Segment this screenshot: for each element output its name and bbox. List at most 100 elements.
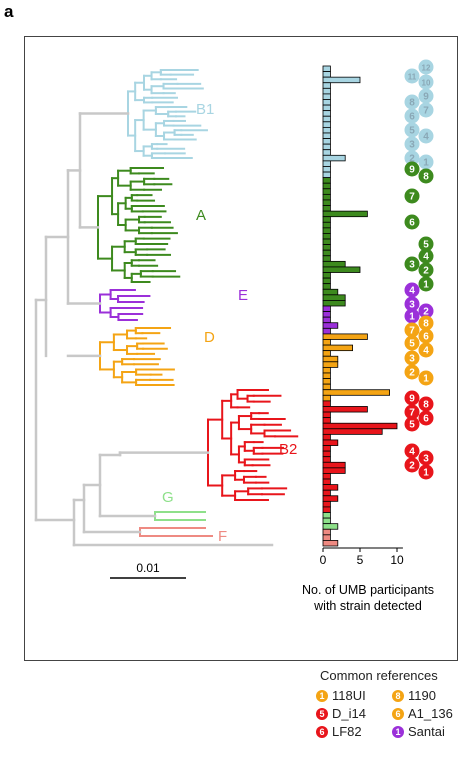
reference-marker-number: 8 <box>423 319 429 330</box>
reference-marker-number: 1 <box>423 374 429 385</box>
reference-marker <box>404 136 420 152</box>
bar-b2 <box>322 439 339 446</box>
reference-marker-number: 2 <box>409 461 415 472</box>
bar-a <box>322 272 331 279</box>
reference-marker <box>418 328 434 344</box>
bar-b1 <box>322 65 331 72</box>
reference-marker-number: 1 <box>423 468 429 479</box>
bar-b1 <box>322 132 331 139</box>
reference-marker <box>404 108 420 124</box>
reference-marker <box>418 128 434 144</box>
bar-a <box>322 277 331 285</box>
reference-marker <box>404 350 420 366</box>
reference-marker <box>418 168 434 184</box>
reference-marker <box>418 102 434 118</box>
bar-b1 <box>322 99 331 106</box>
legend-item: 8 1190 <box>392 688 436 703</box>
reference-marker-number: 2 <box>409 368 415 379</box>
reference-marker-number: 11 <box>408 73 417 82</box>
scale-bar: 0.01 <box>110 561 186 579</box>
reference-marker <box>418 315 434 331</box>
bar-b1 <box>322 110 331 117</box>
bar-e <box>322 311 331 318</box>
bar-b1 <box>322 82 331 89</box>
bar-e <box>322 305 331 312</box>
reference-marker <box>418 303 434 319</box>
bar-b2 <box>322 467 346 474</box>
reference-marker <box>418 276 434 292</box>
legend-marker: 6 <box>316 725 328 738</box>
bar-b1 <box>322 138 331 145</box>
legend-marker: 5 <box>316 707 328 720</box>
bar-d <box>322 339 331 346</box>
clade-label-f: F <box>218 528 227 545</box>
reference-marker-number: 3 <box>409 260 415 271</box>
bar-b1 <box>322 71 331 78</box>
reference-marker <box>404 335 420 351</box>
bar-d <box>322 378 331 385</box>
bar-b2 <box>322 445 331 452</box>
reference-marker <box>418 450 434 466</box>
reference-marker-number: 4 <box>423 252 429 263</box>
bar-a <box>322 266 361 273</box>
legend-marker: 1 <box>392 725 404 738</box>
bar-b2 <box>322 406 368 413</box>
bar-b2 <box>322 417 331 424</box>
reference-marker <box>404 282 420 298</box>
reference-marker <box>404 122 420 138</box>
reference-marker-number: 7 <box>423 106 429 117</box>
reference-marker-number: 4 <box>423 132 429 143</box>
bar-b2 <box>322 461 346 469</box>
reference-marker-number: 4 <box>423 346 429 357</box>
figure-frame <box>24 36 458 661</box>
reference-marker-number: 12 <box>422 64 431 73</box>
reference-marker <box>418 236 434 252</box>
reference-marker <box>404 214 420 230</box>
bar-d <box>322 355 339 363</box>
bar-a <box>322 260 346 268</box>
bar-a <box>322 255 331 262</box>
bar-a <box>322 210 368 218</box>
clade-label-a: A <box>196 207 206 224</box>
bar-a <box>322 199 331 206</box>
bar-b2 <box>322 450 331 458</box>
bar-e <box>322 316 331 324</box>
clade-label-b1: B1 <box>196 101 214 118</box>
reference-marker-number: 5 <box>409 420 415 431</box>
clade-labels: B1 A E D B2 G F <box>162 101 297 545</box>
reference-marker <box>418 74 434 90</box>
bar-a <box>322 238 331 246</box>
legend-item: 1 Santai <box>392 724 445 739</box>
bar-g <box>322 523 339 530</box>
bar-b1 <box>322 149 331 156</box>
reference-marker-number: 2 <box>423 266 429 277</box>
bar-a <box>322 288 339 296</box>
reference-marker-number: 3 <box>409 140 415 151</box>
reference-marker-number: 10 <box>422 79 431 88</box>
bar-b2 <box>322 484 339 491</box>
reference-marker-number: 5 <box>423 240 429 251</box>
reference-marker <box>418 88 434 104</box>
reference-marker-number: 4 <box>409 447 415 458</box>
bar-b2 <box>322 495 339 502</box>
legend-label: D_i14 <box>332 706 366 721</box>
reference-marker-number: 4 <box>409 286 415 297</box>
bar-d <box>322 389 390 396</box>
bar-a <box>322 188 331 195</box>
x-tick-label: 0 <box>320 553 327 567</box>
bar-b1 <box>322 93 331 100</box>
clade-label-b2: B2 <box>279 441 297 458</box>
reference-marker <box>404 150 420 166</box>
x-tick-label: 10 <box>390 553 404 567</box>
reference-marker <box>418 248 434 264</box>
clade-label-g: G <box>162 489 174 506</box>
bar-b2 <box>322 506 331 513</box>
bar-b2 <box>322 478 331 485</box>
reference-marker <box>418 262 434 278</box>
reference-marker <box>404 308 420 324</box>
bar-d <box>322 383 331 391</box>
bar-a <box>322 177 331 184</box>
reference-marker <box>418 396 434 412</box>
reference-marker-number: 2 <box>423 307 429 318</box>
reference-marker-number: 3 <box>423 454 429 465</box>
